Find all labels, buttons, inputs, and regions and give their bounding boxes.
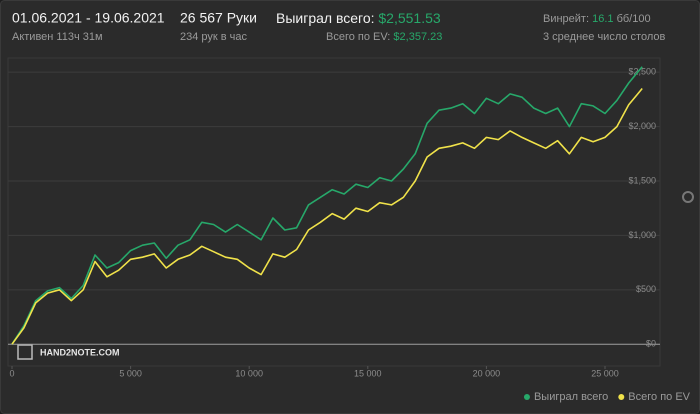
y-tick-label: $1,000 [628, 230, 656, 240]
legend-label: Всего по EV [628, 391, 690, 403]
logo [17, 344, 33, 360]
x-tick-label: 20 000 [473, 368, 501, 378]
y-tick-label: $1,500 [628, 175, 656, 185]
tables: 3 среднее число столов [543, 31, 665, 43]
ev-value: $2,357.23 [393, 31, 442, 43]
won-total: Выиграл всего: $2,551.53 [276, 10, 441, 26]
x-tick-label: 0 [9, 368, 14, 378]
legend-swatch [523, 394, 530, 400]
y-tick-label: $2,000 [628, 121, 656, 131]
legend-swatch [618, 394, 625, 400]
active-time: Активен 113ч 31м [12, 31, 103, 43]
watermark-text: HAND2NOTE.COM [40, 347, 120, 357]
y-tick-label: $500 [636, 284, 656, 294]
watermark: HAND2NOTE.COM [17, 344, 120, 360]
ev-total: Всего по EV: $2,357.23 [326, 31, 442, 43]
winrate-value: 16.1 [592, 13, 613, 25]
date-range: 01.06.2021 - 19.06.2021 [12, 10, 165, 26]
y-tick-label: $2,500 [628, 67, 656, 77]
hands-per-hour: 234 рук в час [180, 31, 248, 43]
series-line [11, 66, 643, 345]
x-tick-label: 5 000 [119, 368, 142, 378]
settings-icon[interactable] [682, 191, 694, 203]
x-tick-label: 10 000 [235, 368, 263, 378]
won-value: $2,551.53 [378, 10, 440, 26]
winrate: Винрейт: 16.1 бб/100 [543, 13, 651, 25]
x-tick-label: 25 000 [591, 368, 619, 378]
hands: 26 567 Руки [180, 10, 257, 26]
x-tick-label: 15 000 [354, 368, 382, 378]
winrate-label: Винрейт: [543, 13, 589, 25]
gear[interactable] [682, 191, 694, 203]
ev-label: Всего по EV: [326, 31, 390, 43]
winrate-unit: бб/100 [617, 13, 651, 25]
legend-label: Выиграл всего [534, 391, 608, 403]
series-line [11, 87, 643, 345]
won-label: Выиграл всего: [276, 10, 375, 26]
y-tick-label: $0 [646, 339, 656, 349]
plot-frame [7, 57, 661, 367]
